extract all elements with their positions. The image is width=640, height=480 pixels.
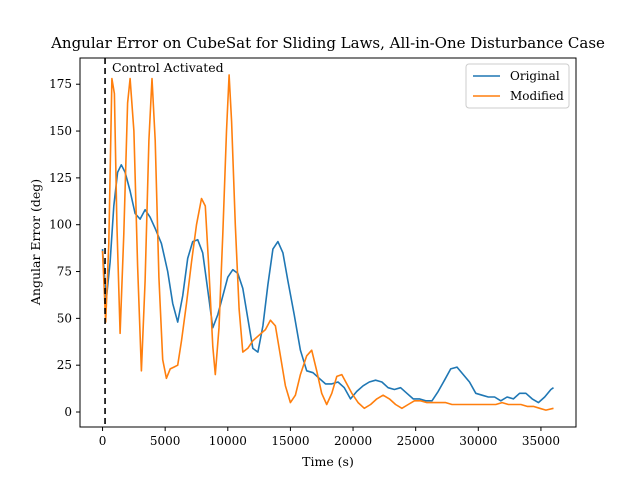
y-tick-label: 100 (49, 218, 72, 232)
chart-title: Angular Error on CubeSat for Sliding Law… (50, 34, 605, 52)
y-axis-label: Angular Error (deg) (28, 179, 43, 306)
axes: 0 5000 10000 15000 20000 25000 30000 35000 0 25 50… (49, 57, 577, 448)
legend-label-modified: Modified (510, 89, 564, 103)
legend-label-original: Original (510, 69, 560, 83)
y-tick-label: 175 (49, 77, 72, 91)
y-tick-label: 50 (57, 311, 72, 325)
x-tick-label: 5000 (150, 434, 181, 448)
plot-area: Control Activated (101, 58, 554, 427)
y-tick-label: 25 (57, 358, 72, 372)
x-tick-label: 30000 (459, 434, 497, 448)
x-tick-label: 15000 (271, 434, 309, 448)
plot-frame (79, 57, 577, 428)
x-axis-label: Time (s) (302, 454, 354, 469)
y-tick-label: 150 (49, 124, 72, 138)
series-line-modified (101, 74, 554, 411)
x-tick-label: 10000 (209, 434, 247, 448)
x-tick-label: 25000 (397, 434, 435, 448)
y-tick-label: 75 (57, 265, 72, 279)
series-line-original (101, 164, 554, 404)
control-activated-label: Control Activated (112, 60, 224, 75)
x-tick-label: 0 (99, 434, 107, 448)
x-tick-label: 35000 (522, 434, 560, 448)
legend-box (465, 63, 570, 109)
series-group (101, 74, 554, 411)
x-tick-label: 20000 (334, 434, 372, 448)
y-tick-label: 0 (64, 405, 72, 419)
y-tick-label: 125 (49, 171, 72, 185)
legend: Original Modified (465, 63, 570, 109)
